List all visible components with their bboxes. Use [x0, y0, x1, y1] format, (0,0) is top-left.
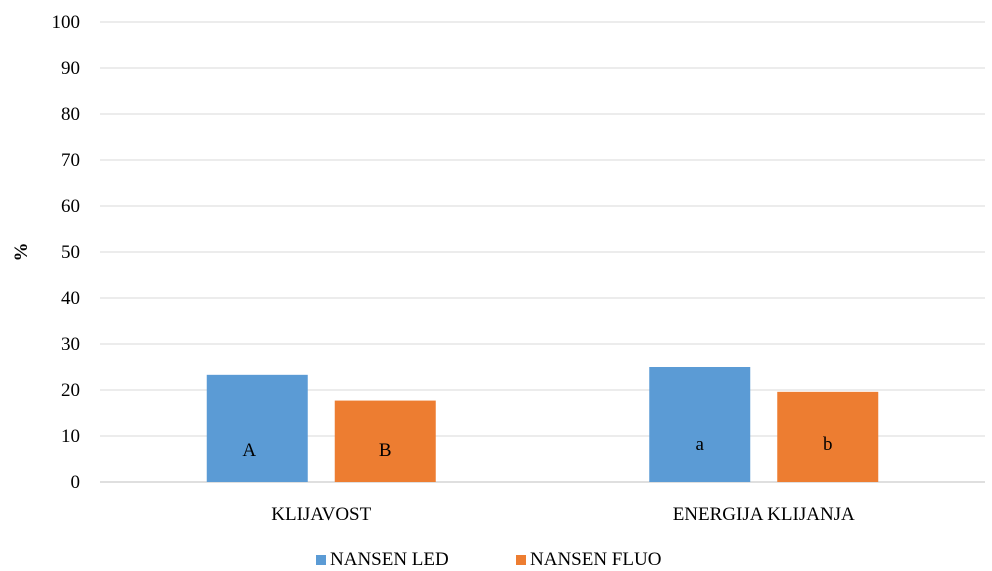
- bar-data-label: a: [696, 434, 705, 455]
- y-tick-label: 70: [61, 150, 80, 171]
- bar-data-label: B: [379, 440, 392, 461]
- bar-data-label: A: [242, 440, 256, 461]
- legend-swatch: [316, 555, 326, 565]
- y-tick-label: 100: [52, 12, 81, 33]
- y-tick-label: 40: [61, 288, 80, 309]
- x-category-label: KLIJAVOST: [271, 504, 371, 525]
- legend-label: NANSEN LED: [330, 549, 449, 570]
- x-category-label: ENERGIJA KLIJANJA: [673, 504, 855, 525]
- y-tick-label: 20: [61, 380, 80, 401]
- bar: [649, 367, 751, 482]
- y-axis-label: %: [11, 243, 32, 262]
- legend-swatch: [516, 555, 526, 565]
- y-tick-label: 30: [61, 334, 80, 355]
- y-axis-ticks: 0 10 20 30 40 50 60 70 80 90 100: [52, 12, 81, 493]
- bars: [206, 367, 879, 482]
- y-tick-label: 80: [61, 104, 80, 125]
- y-tick-label: 10: [61, 426, 80, 447]
- bar: [334, 400, 436, 482]
- y-tick-label: 90: [61, 58, 80, 79]
- y-tick-label: 60: [61, 196, 80, 217]
- y-tick-label: 50: [61, 242, 80, 263]
- bar: [206, 374, 308, 482]
- x-axis-categories: KLIJAVOST ENERGIJA KLIJANJA: [271, 504, 855, 525]
- legend: NANSEN LED NANSEN FLUO: [316, 549, 661, 570]
- legend-label: NANSEN FLUO: [530, 549, 661, 570]
- bar: [777, 391, 879, 482]
- bar-data-label: b: [823, 434, 833, 455]
- y-tick-label: 0: [71, 472, 81, 493]
